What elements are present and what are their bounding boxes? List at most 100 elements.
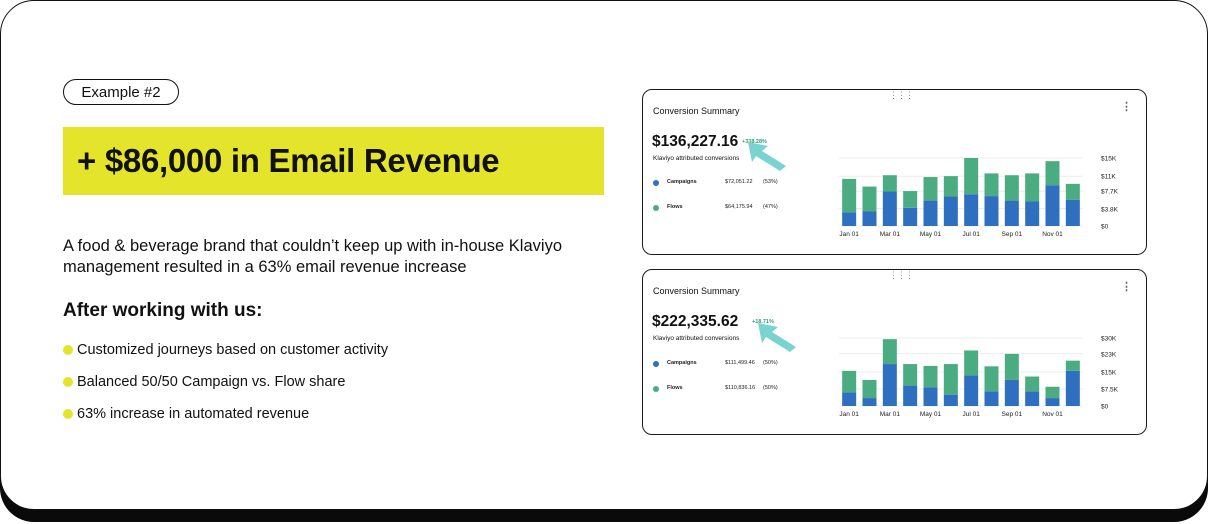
bar-segment-campaigns[interactable]	[1045, 398, 1060, 406]
bar-segment-flows[interactable]	[842, 178, 857, 213]
bar-segment-flows[interactable]	[984, 366, 999, 392]
legend-value: $110,836.16	[725, 385, 756, 391]
bar-segment-campaigns[interactable]	[1025, 391, 1040, 406]
bar-segment-flows[interactable]	[923, 365, 938, 388]
y-tick-label: $0	[1101, 404, 1109, 411]
y-tick-label: $23K	[1101, 351, 1117, 358]
legend-row-flows: Flows $64,175.94 (47%)	[653, 203, 793, 213]
bar-segment-campaigns[interactable]	[943, 196, 958, 226]
bar-segment-flows[interactable]	[882, 339, 897, 365]
bar-segment-flows[interactable]	[862, 379, 877, 399]
bar-segment-flows[interactable]	[1004, 353, 1019, 380]
bar-segment-campaigns[interactable]	[903, 385, 918, 406]
y-tick-label: $15K	[1101, 370, 1117, 377]
x-tick-label: Jul 01	[962, 411, 980, 418]
revenue-bar-chart: $0 $7.5K $15K $23K $30K Jan 01 Mar 01 May 01 Jul…	[839, 336, 1119, 418]
benefit-text: Customized journeys based on customer ac…	[77, 342, 389, 358]
x-tick-label: Mar 01	[880, 411, 901, 418]
y-tick-label: $30K	[1101, 336, 1117, 343]
bar-segment-flows[interactable]	[964, 350, 979, 376]
bar-segment-campaigns[interactable]	[943, 394, 958, 406]
bar-segment-flows[interactable]	[862, 186, 877, 212]
y-tick-label: $15K	[1101, 156, 1117, 163]
legend-value: $72,051.22	[725, 179, 753, 185]
bar-segment-campaigns[interactable]	[984, 391, 999, 406]
legend-label: Flows	[667, 204, 683, 210]
bar-segment-campaigns[interactable]	[842, 392, 857, 406]
bar-segment-flows[interactable]	[1045, 386, 1060, 399]
legend-percent: (50%)	[763, 360, 778, 366]
campaigns-dot-icon	[653, 180, 659, 186]
x-tick-label: Sep 01	[1002, 411, 1023, 418]
bar-segment-flows[interactable]	[923, 177, 938, 201]
drag-handle-icon[interactable]: ⋮⋮⋮	[889, 270, 914, 280]
benefit-item: Balanced 50/50 Campaign vs. Flow share	[63, 372, 388, 392]
bar-segment-flows[interactable]	[964, 158, 979, 195]
y-tick-label: $0	[1101, 224, 1109, 231]
drag-handle-icon[interactable]: ⋮⋮⋮	[889, 90, 914, 100]
x-tick-label: Jan 01	[839, 231, 859, 238]
benefit-text: 63% increase in automated revenue	[77, 406, 310, 422]
bar-segment-flows[interactable]	[882, 175, 897, 192]
headline-banner: + $86,000 in Email Revenue	[63, 127, 604, 195]
bar-segment-campaigns[interactable]	[1004, 379, 1019, 406]
revenue-bar-chart: $0 $3.8K $7.7K $11K $15K Jan 01 Mar 01 May 01 Ju…	[839, 156, 1119, 238]
bar-segment-campaigns[interactable]	[862, 211, 877, 226]
legend-percent: (50%)	[763, 385, 778, 391]
bullet-dot-icon	[63, 377, 73, 387]
legend-row-flows: Flows $110,836.16 (50%)	[653, 384, 793, 394]
bar-segment-flows[interactable]	[984, 173, 999, 197]
kebab-menu-icon[interactable]: ⋮	[1121, 281, 1132, 293]
legend-row-campaigns: Campaigns $111,499.46 (50%)	[653, 359, 793, 369]
bar-segment-flows[interactable]	[842, 370, 857, 393]
bar-segment-campaigns[interactable]	[882, 364, 897, 406]
bar-segment-campaigns[interactable]	[984, 196, 999, 226]
bar-segment-campaigns[interactable]	[1065, 370, 1080, 406]
legend-percent: (47%)	[763, 204, 778, 210]
x-tick-label: Nov 01	[1042, 411, 1063, 418]
bar-segment-flows[interactable]	[943, 364, 958, 395]
bar-segment-campaigns[interactable]	[1045, 185, 1060, 226]
kebab-menu-icon[interactable]: ⋮	[1121, 101, 1132, 113]
bullet-dot-icon	[63, 409, 73, 419]
bar-segment-flows[interactable]	[1065, 183, 1080, 200]
y-tick-label: $7.5K	[1101, 387, 1119, 394]
x-tick-label: May 01	[920, 231, 942, 238]
bar-segment-campaigns[interactable]	[1004, 200, 1019, 226]
bar-segment-flows[interactable]	[1045, 161, 1060, 186]
bar-segment-campaigns[interactable]	[1065, 199, 1080, 226]
flows-dot-icon	[653, 205, 659, 211]
bar-segment-campaigns[interactable]	[964, 375, 979, 406]
bullet-dot-icon	[63, 345, 73, 355]
conversion-summary-card: $0 $3.8K $7.7K $11K $15K Jan 01 Mar 01 May 01 Ju…	[642, 89, 1147, 255]
bar-segment-flows[interactable]	[1065, 360, 1080, 371]
bar-segment-flows[interactable]	[943, 176, 958, 197]
bar-segment-campaigns[interactable]	[923, 200, 938, 226]
x-tick-label: Sep 01	[1002, 231, 1023, 238]
card-title: Conversion Summary	[653, 286, 740, 296]
bar-segment-campaigns[interactable]	[882, 191, 897, 226]
bar-segment-campaigns[interactable]	[903, 207, 918, 226]
legend-row-campaigns: Campaigns $72,051.22 (53%)	[653, 178, 793, 188]
benefit-item: Customized journeys based on customer ac…	[63, 340, 388, 360]
benefit-text: Balanced 50/50 Campaign vs. Flow share	[77, 374, 346, 390]
bar-segment-flows[interactable]	[903, 191, 918, 208]
bar-segment-campaigns[interactable]	[1025, 201, 1040, 226]
change-percent: +18.71%	[752, 319, 774, 325]
total-amount: $222,335.62	[652, 313, 739, 330]
y-tick-label: $11K	[1101, 174, 1116, 181]
bar-segment-campaigns[interactable]	[964, 194, 979, 226]
legend-value: $64,175.94	[725, 204, 753, 210]
bar-segment-campaigns[interactable]	[923, 387, 938, 406]
bar-segment-flows[interactable]	[903, 364, 918, 386]
x-tick-label: Mar 01	[880, 231, 901, 238]
bar-segment-flows[interactable]	[1025, 376, 1040, 392]
bar-segment-campaigns[interactable]	[842, 212, 857, 226]
bar-segment-flows[interactable]	[1025, 173, 1040, 202]
bar-segment-campaigns[interactable]	[862, 398, 877, 406]
flows-dot-icon	[653, 386, 659, 392]
conversion-summary-card: $0 $7.5K $15K $23K $30K Jan 01 Mar 01 May 01 Jul…	[642, 269, 1147, 435]
bar-segment-flows[interactable]	[1004, 175, 1019, 201]
change-percent: +338.28%	[742, 139, 767, 145]
legend-label: Campaigns	[667, 179, 697, 185]
